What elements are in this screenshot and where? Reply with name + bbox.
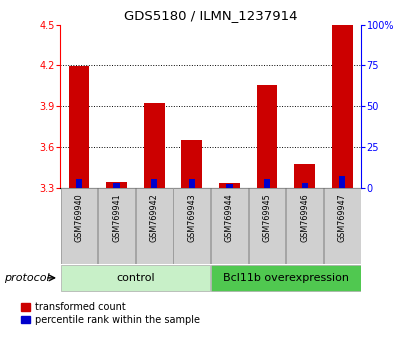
Text: protocol: protocol — [4, 273, 50, 283]
Bar — [113, 183, 120, 188]
Bar — [189, 179, 195, 188]
Bar — [264, 179, 270, 188]
Bar — [68, 66, 89, 188]
Bar — [257, 85, 277, 188]
Bar — [106, 182, 127, 188]
Text: GSM769945: GSM769945 — [263, 193, 271, 242]
Bar — [226, 183, 232, 188]
Text: GSM769942: GSM769942 — [150, 193, 159, 242]
Text: GSM769940: GSM769940 — [74, 193, 83, 241]
FancyBboxPatch shape — [211, 265, 361, 291]
Text: GSM769946: GSM769946 — [300, 193, 309, 241]
FancyBboxPatch shape — [173, 188, 210, 264]
Text: GSM769944: GSM769944 — [225, 193, 234, 241]
FancyBboxPatch shape — [98, 188, 135, 264]
Legend: transformed count, percentile rank within the sample: transformed count, percentile rank withi… — [22, 302, 200, 325]
Text: Bcl11b overexpression: Bcl11b overexpression — [223, 273, 349, 283]
Text: GSM769943: GSM769943 — [187, 193, 196, 241]
Text: GSM769941: GSM769941 — [112, 193, 121, 241]
FancyBboxPatch shape — [286, 188, 323, 264]
FancyBboxPatch shape — [61, 265, 210, 291]
FancyBboxPatch shape — [324, 188, 361, 264]
Bar — [219, 183, 240, 188]
Text: GSM769947: GSM769947 — [338, 193, 347, 242]
Title: GDS5180 / ILMN_1237914: GDS5180 / ILMN_1237914 — [124, 9, 298, 22]
Bar — [181, 140, 202, 188]
Bar — [332, 25, 353, 188]
FancyBboxPatch shape — [211, 188, 248, 264]
FancyBboxPatch shape — [249, 188, 286, 264]
Bar — [151, 179, 157, 188]
Bar — [144, 103, 164, 188]
Text: control: control — [116, 273, 155, 283]
Bar — [339, 176, 345, 188]
Bar — [294, 164, 315, 188]
Bar — [302, 183, 308, 188]
FancyBboxPatch shape — [136, 188, 173, 264]
FancyBboxPatch shape — [61, 188, 98, 264]
Bar — [76, 179, 82, 188]
